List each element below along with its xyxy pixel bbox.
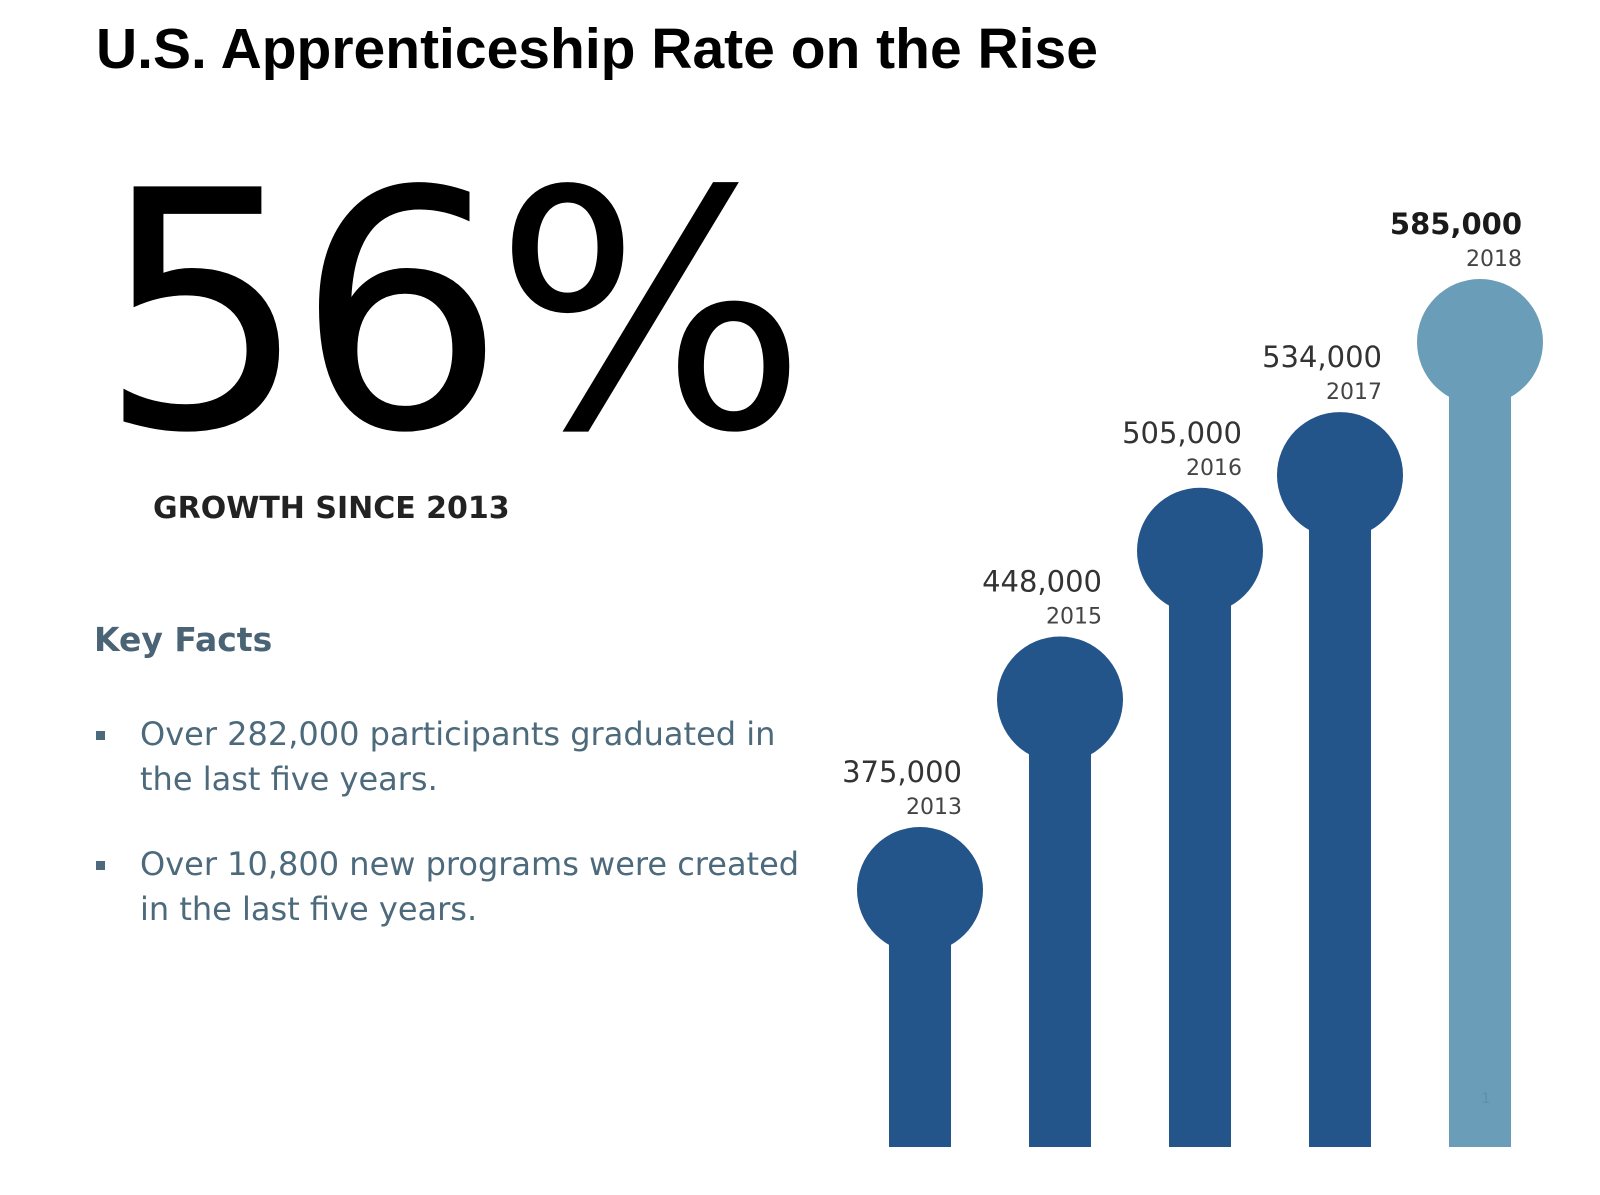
growth-caption: GROWTH SINCE 2013	[153, 491, 510, 526]
key-facts-list: Over 282,000 participants graduated in t…	[96, 712, 836, 972]
bar-stem-2016	[1169, 550, 1231, 1147]
key-fact-text: Over 282,000 participants graduated in t…	[140, 715, 776, 798]
year-label-2017: 2017	[1326, 380, 1382, 405]
year-label-2015: 2015	[1046, 605, 1102, 630]
bar-stem-2017	[1309, 475, 1371, 1148]
square-bullet-icon	[96, 731, 105, 740]
page-number: 1	[1482, 1091, 1491, 1107]
value-label-2018: 585,000	[1390, 207, 1522, 241]
bar-head-2013	[857, 827, 983, 953]
key-fact-item: Over 10,800 new programs were created in…	[96, 842, 836, 932]
value-label-2016: 505,000	[1122, 416, 1242, 450]
key-facts-heading: Key Facts	[94, 620, 273, 659]
page-title: U.S. Apprenticeship Rate on the Rise	[96, 17, 1098, 81]
bar-head-2018	[1417, 279, 1543, 405]
growth-percentage: 56%	[98, 121, 807, 505]
key-fact-text: Over 10,800 new programs were created in…	[140, 845, 800, 928]
year-label-2013: 2013	[906, 795, 962, 820]
bar-head-2015	[997, 636, 1123, 763]
square-bullet-icon	[96, 861, 105, 870]
year-label-2016: 2016	[1186, 456, 1242, 481]
value-label-2015: 448,000	[982, 565, 1102, 599]
bar-stem-2015	[1029, 699, 1091, 1147]
key-fact-item: Over 282,000 participants graduated in t…	[96, 712, 836, 802]
value-label-2013: 375,000	[842, 755, 962, 789]
year-label-2018: 2018	[1466, 247, 1522, 272]
bar-head-2016	[1137, 487, 1263, 614]
value-label-2017: 534,000	[1262, 340, 1382, 374]
bar-stem-2018	[1449, 342, 1511, 1147]
bar-head-2017	[1277, 412, 1403, 539]
